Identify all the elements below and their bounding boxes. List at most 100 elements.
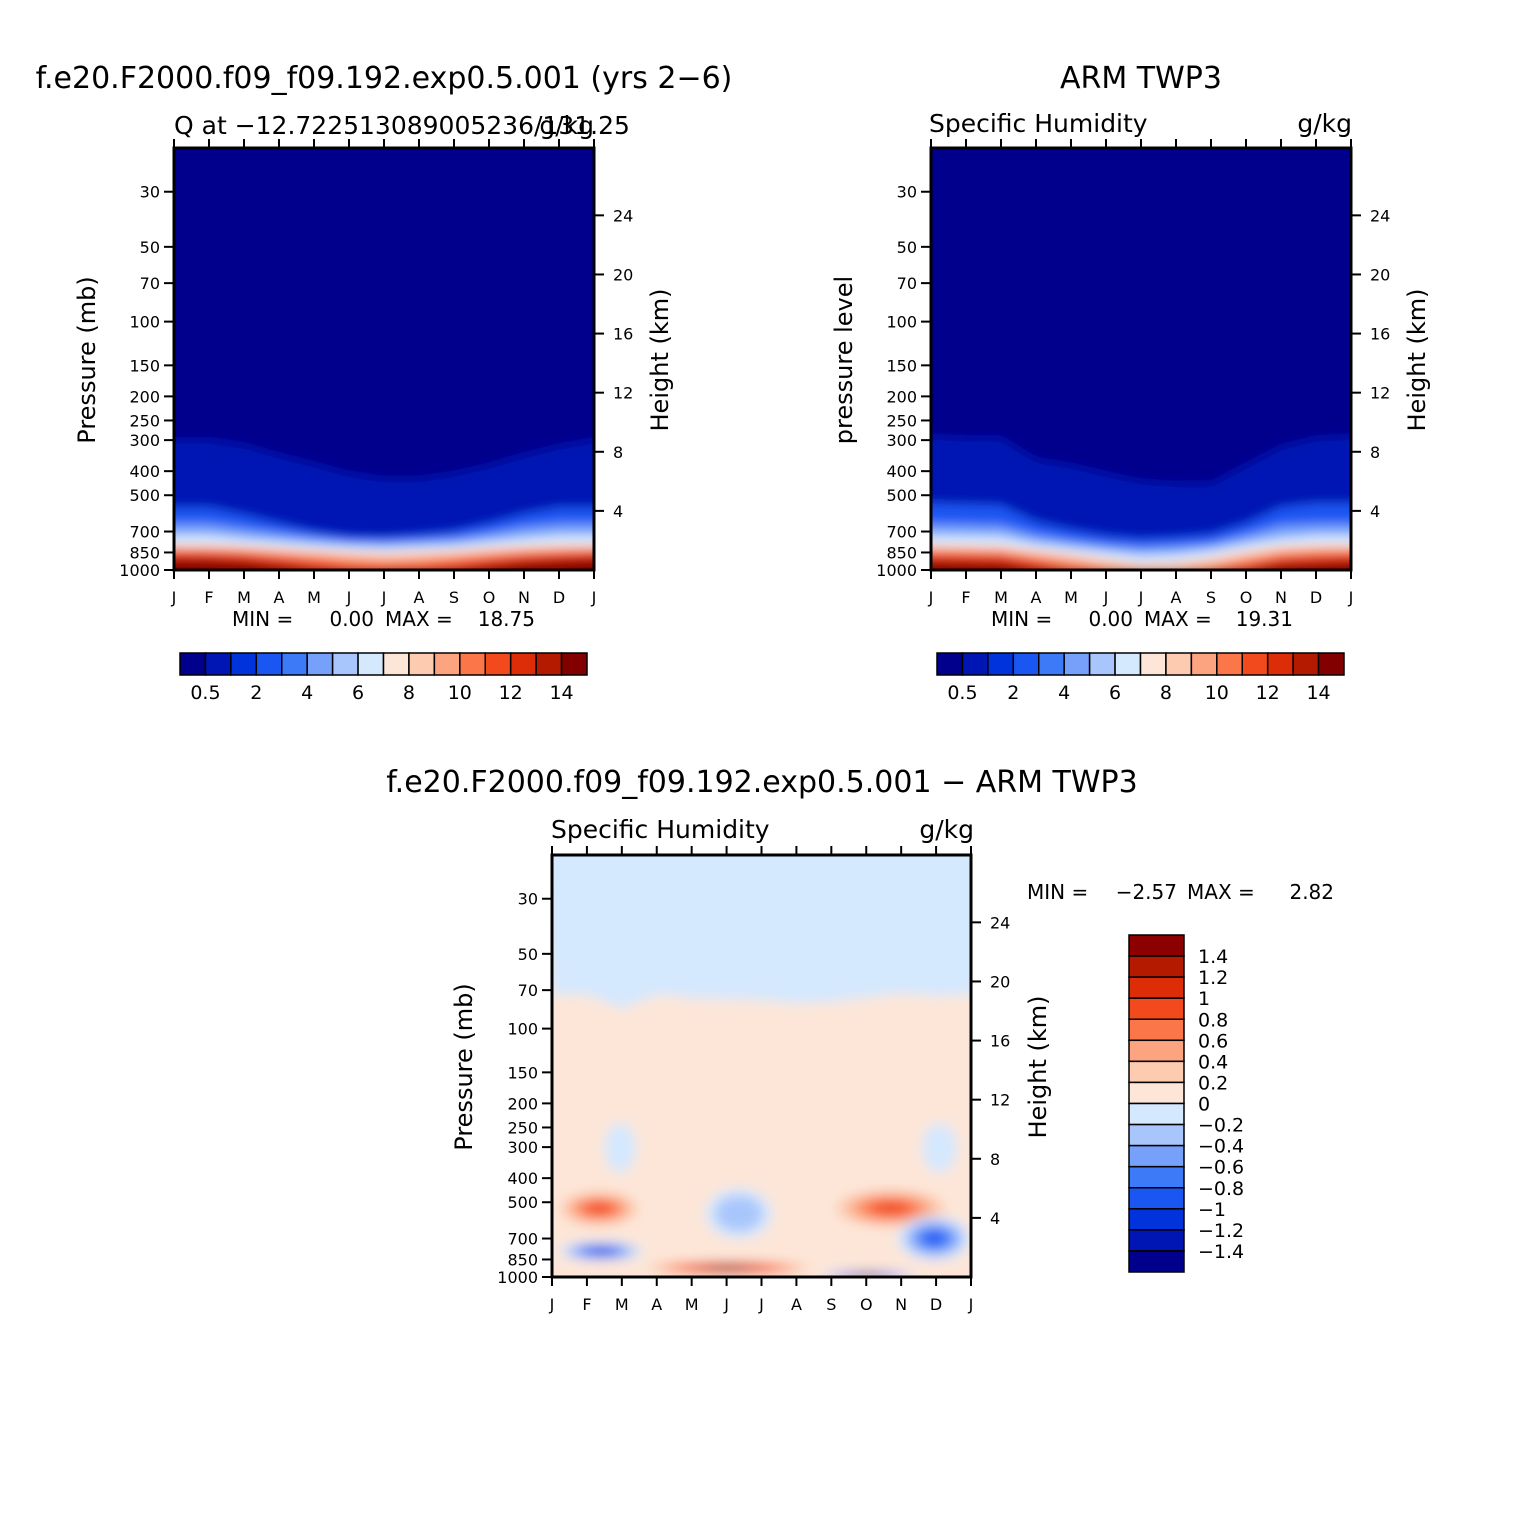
month-tick-label: J <box>346 588 352 607</box>
colorbar-swatch <box>936 652 964 676</box>
colorbar-label: 6 <box>1109 682 1121 704</box>
pressure-tick-label: 850 <box>507 1250 538 1269</box>
month-tick-label: J <box>381 588 387 607</box>
colorbar-label: 1.4 <box>1198 946 1228 968</box>
pressure-tick-label: 500 <box>886 486 917 505</box>
month-tick-label: J <box>1103 588 1109 607</box>
height-tick-label: 12 <box>1370 384 1390 403</box>
month-tick-label: M <box>685 1295 699 1314</box>
colorbar-label: 10 <box>1205 682 1229 704</box>
panel-title: f.e20.F2000.f09_f09.192.exp0.5.001 − ARM… <box>386 765 1137 800</box>
panel-left-label: Specific Humidity <box>551 815 770 844</box>
month-tick-label: J <box>758 1295 764 1314</box>
colorbar-label: −0.4 <box>1198 1136 1244 1158</box>
colorbar-swatch <box>331 652 359 676</box>
pressure-tick-label: 500 <box>129 486 160 505</box>
colorbar-swatch <box>306 652 334 676</box>
contour-band-upper <box>552 855 971 1009</box>
y-axis-title: Pressure (mb) <box>73 276 101 443</box>
colorbar-swatch <box>484 652 512 676</box>
height-tick-label: 24 <box>613 206 633 225</box>
colorbar-swatch <box>1128 1060 1185 1084</box>
pressure-tick-label: 250 <box>129 411 160 430</box>
pressure-tick-label: 30 <box>897 183 917 202</box>
colorbar-swatch <box>1128 1208 1185 1231</box>
pressure-tick-label: 1000 <box>119 561 160 580</box>
pressure-tick-label: 250 <box>507 1118 538 1137</box>
colorbar-swatch <box>1128 1229 1185 1252</box>
colorbar-swatch <box>987 652 1015 676</box>
month-tick-label: O <box>1240 588 1253 607</box>
colorbar-label: 0.2 <box>1198 1072 1228 1094</box>
min-label: MIN = <box>1027 880 1088 904</box>
colorbar: 1.41.210.80.60.40.20−0.2−0.4−0.6−0.8−1−1… <box>1128 934 1244 1273</box>
colorbar-swatch <box>1128 1039 1185 1063</box>
colorbar: 0.5 2 4 6 8 10 12 14 <box>179 652 588 704</box>
contour-field <box>552 855 971 1277</box>
pressure-tick-label: 70 <box>518 981 538 1000</box>
colorbar-label: 0.4 <box>1198 1051 1228 1073</box>
colorbar-label: 4 <box>301 682 313 704</box>
pressure-tick-label: 400 <box>129 462 160 481</box>
contour-field <box>931 148 1351 570</box>
colorbar-label: 0.8 <box>1198 1009 1228 1031</box>
colorbar-label: −0.2 <box>1198 1115 1244 1137</box>
height-tick-label: 16 <box>613 325 633 344</box>
colorbar-label: 1 <box>1198 988 1210 1010</box>
pressure-tick-label: 200 <box>886 387 917 406</box>
panel-right-label: g/kg <box>919 815 974 844</box>
contour-blob <box>586 1203 612 1215</box>
pressure-tick-label: 150 <box>507 1063 538 1082</box>
pressure-tick-label: 500 <box>507 1193 538 1212</box>
colorbar-swatch <box>1128 1081 1185 1105</box>
month-tick-label: O <box>483 588 496 607</box>
height-tick-label: 24 <box>990 913 1010 932</box>
month-tick-label: A <box>1171 588 1182 607</box>
colorbar-swatch <box>1190 652 1218 676</box>
panel-left-label: Specific Humidity <box>929 109 1148 138</box>
panel-right-label: g/kg <box>1297 109 1352 138</box>
y2-axis-title: Height (km) <box>646 289 674 432</box>
colorbar-swatch <box>535 652 563 676</box>
month-tick-label: F <box>204 588 213 607</box>
max-value: 18.75 <box>478 607 535 631</box>
month-tick-label: N <box>518 588 530 607</box>
month-tick-label: F <box>582 1295 591 1314</box>
contour-blob <box>929 1132 951 1163</box>
min-value: 0.00 <box>329 607 374 631</box>
height-tick-label: 8 <box>1370 443 1380 462</box>
panel-title: ARM TWP3 <box>1060 61 1222 96</box>
max-value: 2.82 <box>1289 880 1334 904</box>
colorbar-swatch <box>1038 652 1065 676</box>
contour-bands <box>552 855 971 1277</box>
colorbar-label: 10 <box>448 682 472 704</box>
colorbar-swatch <box>459 652 486 676</box>
colorbar-swatch <box>255 652 283 676</box>
pressure-tick-label: 150 <box>886 356 917 375</box>
month-tick-label: A <box>414 588 425 607</box>
y-axis-title: Pressure (mb) <box>450 983 478 1150</box>
colorbar-swatch <box>1128 1018 1185 1042</box>
panel-model: f.e20.F2000.f09_f09.192.exp0.5.001 (yrs … <box>36 61 733 704</box>
y-axis-title: pressure level <box>830 276 858 444</box>
month-tick-label: J <box>928 588 934 607</box>
colorbar-swatch <box>1216 652 1243 676</box>
height-tick-label: 4 <box>1370 502 1380 521</box>
colorbar-label: 12 <box>1256 682 1280 704</box>
pressure-tick-label: 70 <box>140 274 160 293</box>
month-tick-label: M <box>615 1295 629 1314</box>
colorbar-label: 0.5 <box>947 682 977 704</box>
colorbar-swatch <box>1128 976 1185 999</box>
colorbar-swatch <box>382 652 410 676</box>
panel-title: f.e20.F2000.f09_f09.192.exp0.5.001 (yrs … <box>36 61 733 96</box>
pressure-tick-label: 300 <box>129 431 160 450</box>
height-tick-label: 8 <box>990 1150 1000 1169</box>
contour-bands <box>174 148 594 570</box>
contour-bands <box>931 148 1351 570</box>
month-tick-label: N <box>1275 588 1287 607</box>
pressure-tick-label: 300 <box>886 431 917 450</box>
contour-band <box>931 554 1351 570</box>
